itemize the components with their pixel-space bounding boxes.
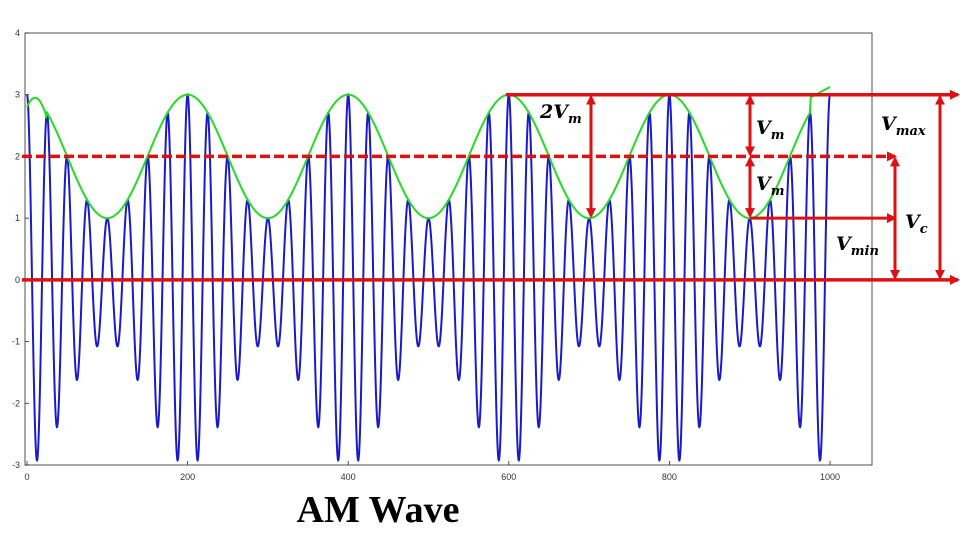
- x-tick-label: 0: [24, 472, 29, 482]
- y-tick-label: -3: [12, 460, 20, 470]
- chart-caption: AM Wave: [297, 489, 460, 531]
- x-tick-label: 800: [662, 472, 677, 482]
- y-tick-label: 3: [15, 90, 20, 100]
- annotation-vm-lower: Vm: [756, 173, 785, 199]
- annotation-vm-upper: Vm: [756, 117, 785, 143]
- annotation-vc: Vc: [905, 211, 928, 237]
- x-ticks: 0 200 400 600 800 1000: [24, 461, 840, 482]
- plot-area: [24, 32, 873, 466]
- x-tick-label: 400: [341, 472, 356, 482]
- y-ticks: -3 -2 -1 0 1 2 3 4: [12, 28, 29, 470]
- annotation-vmax: Vmax: [881, 113, 926, 139]
- y-tick-label: 4: [15, 28, 20, 38]
- reference-lines: [22, 89, 960, 285]
- x-tick-label: 1000: [820, 472, 840, 482]
- y-tick-label: 1: [15, 213, 20, 223]
- dimension-arrows: [586, 94, 945, 280]
- annotation-2vm: 2Vm: [539, 101, 582, 127]
- series-line-envelope: [26, 86, 831, 220]
- y-tick-label: -1: [12, 337, 20, 347]
- annotation-vmin: Vmin: [836, 233, 879, 259]
- x-tick-label: 200: [180, 472, 195, 482]
- y-tick-label: 2: [15, 151, 20, 161]
- y-tick-label: 0: [15, 275, 20, 285]
- y-tick-label: -2: [12, 398, 20, 408]
- x-tick-label: 600: [501, 472, 516, 482]
